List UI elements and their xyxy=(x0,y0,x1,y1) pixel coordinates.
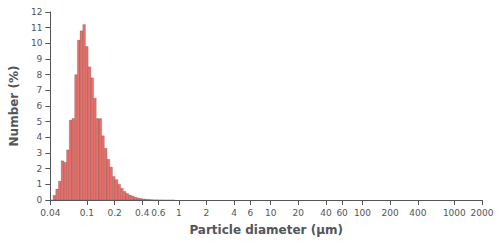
svg-text:0.04: 0.04 xyxy=(40,208,60,218)
svg-text:6: 6 xyxy=(37,101,43,111)
svg-text:1: 1 xyxy=(176,208,182,218)
svg-text:2000: 2000 xyxy=(471,208,494,218)
svg-text:5: 5 xyxy=(37,117,43,127)
svg-text:20: 20 xyxy=(293,208,305,218)
svg-text:60: 60 xyxy=(336,208,348,218)
svg-text:2: 2 xyxy=(204,208,210,218)
svg-text:1: 1 xyxy=(37,179,43,189)
svg-text:6: 6 xyxy=(247,208,253,218)
svg-text:400: 400 xyxy=(409,208,426,218)
svg-text:10: 10 xyxy=(31,38,43,48)
svg-text:0.4: 0.4 xyxy=(135,208,150,218)
svg-text:0.1: 0.1 xyxy=(80,208,94,218)
svg-text:0.6: 0.6 xyxy=(151,208,166,218)
svg-text:10: 10 xyxy=(265,208,277,218)
svg-text:100: 100 xyxy=(354,208,371,218)
svg-text:Number (%): Number (%) xyxy=(7,66,21,147)
svg-text:3: 3 xyxy=(37,148,43,158)
svg-text:Particle diameter (μm): Particle diameter (μm) xyxy=(189,223,343,237)
svg-text:8: 8 xyxy=(37,70,43,80)
svg-text:12: 12 xyxy=(31,7,42,17)
svg-text:4: 4 xyxy=(37,132,43,142)
svg-text:1000: 1000 xyxy=(443,208,466,218)
svg-text:9: 9 xyxy=(37,54,43,64)
svg-text:0.2: 0.2 xyxy=(107,208,121,218)
svg-text:200: 200 xyxy=(382,208,399,218)
svg-text:4: 4 xyxy=(231,208,237,218)
svg-text:40: 40 xyxy=(320,208,332,218)
svg-text:11: 11 xyxy=(31,23,42,33)
svg-text:7: 7 xyxy=(37,85,43,95)
svg-text:2: 2 xyxy=(37,164,43,174)
svg-text:0: 0 xyxy=(37,195,43,205)
